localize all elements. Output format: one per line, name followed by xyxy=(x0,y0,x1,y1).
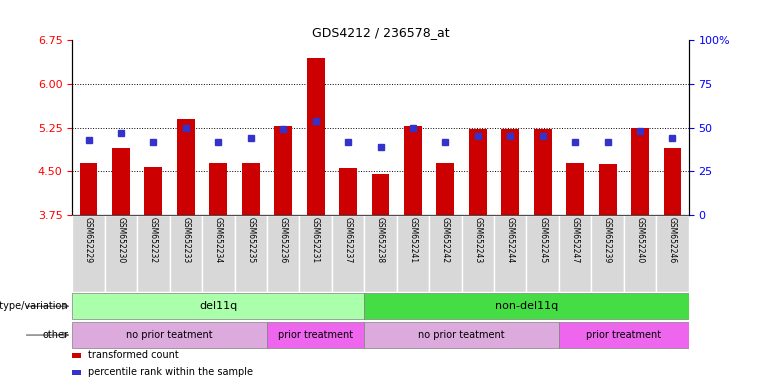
Text: GSM652237: GSM652237 xyxy=(343,217,352,263)
Bar xyxy=(591,215,624,292)
Bar xyxy=(307,58,324,215)
Text: GSM652244: GSM652244 xyxy=(506,217,514,263)
Text: GSM652232: GSM652232 xyxy=(149,217,158,263)
Text: GSM652238: GSM652238 xyxy=(376,217,385,263)
Bar xyxy=(105,215,137,292)
Text: no prior teatment: no prior teatment xyxy=(419,330,505,340)
Bar xyxy=(112,148,130,215)
Text: percentile rank within the sample: percentile rank within the sample xyxy=(88,367,253,377)
Text: GSM652235: GSM652235 xyxy=(247,217,255,263)
Bar xyxy=(631,128,649,215)
Bar xyxy=(501,129,519,215)
Bar xyxy=(527,215,559,292)
Text: prior treatment: prior treatment xyxy=(586,330,661,340)
Bar xyxy=(566,163,584,215)
Bar xyxy=(494,215,527,292)
Bar xyxy=(137,215,170,292)
Bar xyxy=(437,163,454,215)
Bar xyxy=(267,322,365,348)
Bar xyxy=(559,322,689,348)
Text: other: other xyxy=(43,330,68,340)
Text: GSM652236: GSM652236 xyxy=(279,217,288,263)
Bar xyxy=(80,163,97,215)
Bar xyxy=(72,322,267,348)
Text: genotype/variation: genotype/variation xyxy=(0,301,68,311)
Text: GSM652231: GSM652231 xyxy=(311,217,320,263)
Bar xyxy=(339,169,357,215)
Bar xyxy=(145,167,162,215)
Text: GSM652246: GSM652246 xyxy=(668,217,677,263)
Text: prior treatment: prior treatment xyxy=(278,330,353,340)
Bar xyxy=(624,215,656,292)
Bar xyxy=(72,293,365,319)
Bar xyxy=(267,215,299,292)
Text: del11q: del11q xyxy=(199,301,237,311)
Text: no prior teatment: no prior teatment xyxy=(126,330,213,340)
Text: GSM652234: GSM652234 xyxy=(214,217,223,263)
Text: GSM652240: GSM652240 xyxy=(635,217,645,263)
Text: GSM652233: GSM652233 xyxy=(181,217,190,263)
Bar xyxy=(365,215,396,292)
Bar xyxy=(396,215,429,292)
Title: GDS4212 / 236578_at: GDS4212 / 236578_at xyxy=(312,26,449,39)
Text: non-del11q: non-del11q xyxy=(495,301,558,311)
Bar xyxy=(371,174,390,215)
Text: GSM652247: GSM652247 xyxy=(571,217,580,263)
Bar xyxy=(462,215,494,292)
Bar xyxy=(533,129,552,215)
Bar xyxy=(559,215,591,292)
Bar xyxy=(599,164,616,215)
Bar xyxy=(177,119,195,215)
Bar xyxy=(170,215,202,292)
Text: GSM652242: GSM652242 xyxy=(441,217,450,263)
Bar xyxy=(209,163,228,215)
Bar xyxy=(332,215,365,292)
Text: GSM652229: GSM652229 xyxy=(84,217,93,263)
Bar xyxy=(72,215,105,292)
Bar xyxy=(429,215,462,292)
Text: GSM652241: GSM652241 xyxy=(409,217,418,263)
Text: transformed count: transformed count xyxy=(88,350,178,360)
Bar xyxy=(404,126,422,215)
Bar xyxy=(365,293,689,319)
Bar xyxy=(365,322,559,348)
Bar xyxy=(656,215,689,292)
Text: GSM652230: GSM652230 xyxy=(116,217,126,263)
Text: GSM652239: GSM652239 xyxy=(603,217,612,263)
Bar xyxy=(664,148,681,215)
Bar xyxy=(234,215,267,292)
Bar xyxy=(299,215,332,292)
Bar xyxy=(202,215,234,292)
Bar xyxy=(469,129,487,215)
Bar xyxy=(242,163,260,215)
Bar xyxy=(274,126,292,215)
Text: GSM652243: GSM652243 xyxy=(473,217,482,263)
Text: GSM652245: GSM652245 xyxy=(538,217,547,263)
